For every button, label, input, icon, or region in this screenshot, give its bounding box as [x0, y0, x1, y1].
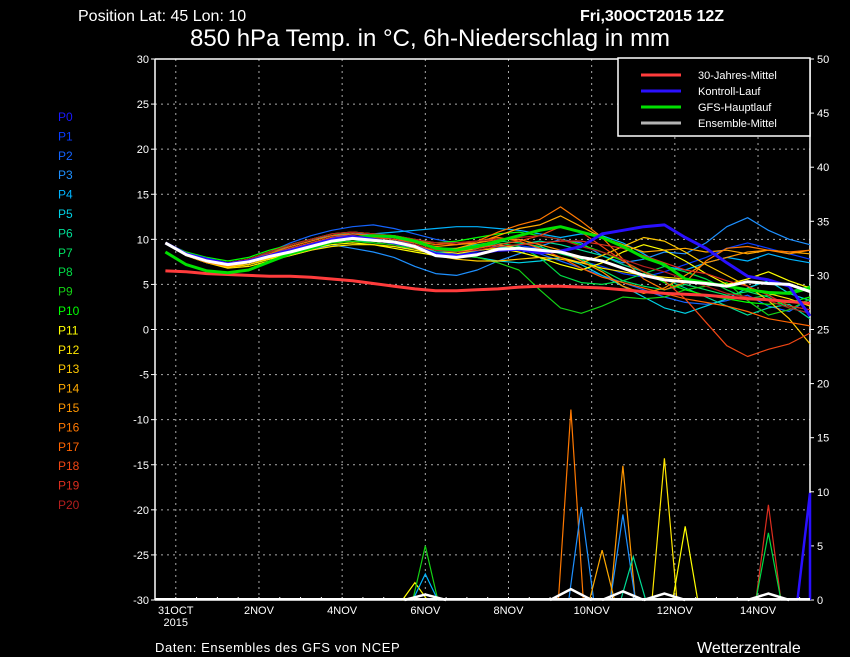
member-label: P6 [58, 226, 73, 240]
grid [155, 59, 810, 600]
member-label: P11 [58, 323, 79, 337]
run-time-label: Fri,30OCT2015 12Z [580, 8, 724, 25]
y-left-tick-label: 0 [143, 325, 149, 337]
y-right-tick-label: 35 [817, 216, 829, 228]
x-tick-label: 8NOV [494, 605, 525, 617]
y-left-tick-label: 15 [137, 189, 149, 201]
position-label: Position Lat: 45 Lon: 10 [78, 8, 246, 25]
member-label: P2 [58, 149, 73, 163]
member-labels: P0 P1 P2 P3 P4 P5 P6 P7 P8 P9 P10 P11 P12 P13 P14 P15 P1… [58, 110, 80, 512]
member-label: P13 [58, 362, 80, 376]
member-label: P18 [58, 459, 80, 473]
y-right-tick-label: 45 [817, 108, 829, 120]
axes: 302520151050-5-10-15-20-25-3050454035302… [133, 54, 829, 629]
precip-peak-P8 [755, 532, 782, 601]
y-left-tick-label: -20 [133, 505, 149, 517]
x-tick-label: 6NOV [410, 605, 441, 617]
legend-label: 30-Jahres-Mittel [698, 70, 777, 82]
member-label: P8 [58, 265, 73, 279]
member-label: P12 [58, 343, 80, 357]
y-left-tick-label: 30 [137, 54, 149, 66]
y-right-tick-label: 30 [817, 270, 829, 282]
member-line-P20 [165, 231, 811, 314]
precip-peak-P4 [412, 572, 439, 601]
member-label: P14 [58, 382, 80, 396]
precip-peak-ensemble_mean [643, 592, 686, 602]
member-label: P4 [58, 188, 73, 202]
x-tick-label: 12NOV [657, 605, 694, 617]
member-label: P9 [58, 285, 73, 299]
y-right-tick-label: 15 [817, 433, 829, 445]
y-left-tick-label: -25 [133, 550, 149, 562]
precip-peak-P9 [412, 545, 439, 601]
member-label: P15 [58, 401, 80, 415]
precip-peak-ensemble_mean [601, 589, 645, 602]
control-run-line [164, 223, 812, 317]
member-line-P17 [165, 233, 811, 327]
precip-peak-P6 [620, 554, 647, 601]
y-right-tick-label: 10 [817, 487, 829, 499]
footer-brand: Wetterzentrale [697, 640, 801, 657]
member-label: P10 [58, 304, 80, 318]
y-right-tick-label: 20 [817, 379, 829, 391]
precip-peak-P12 [651, 458, 678, 601]
precip-peak-P15 [609, 465, 636, 601]
precip-peak-P19 [755, 504, 782, 601]
legend-label: Ensemble-Mittel [698, 118, 777, 130]
y-right-tick-label: 50 [817, 54, 829, 66]
x-tick-label: 4NOV [327, 605, 358, 617]
legend: 30-Jahres-Mittel Kontroll-Lauf GFS-Hauptla… [617, 57, 811, 137]
x-tick-label-year: 2015 [164, 617, 188, 629]
y-left-tick-label: -30 [133, 595, 149, 607]
climate-mean-line [165, 269, 811, 305]
member-label: P0 [58, 110, 73, 124]
y-left-tick-label: 10 [137, 234, 149, 246]
x-tick-label: 14NOV [740, 605, 777, 617]
y-right-tick-label: 25 [817, 325, 829, 337]
y-left-tick-label: 25 [137, 99, 149, 111]
chart-title: 850 hPa Temp. in °C, 6h-Niederschlag in … [190, 25, 670, 52]
x-tick-label: 31OCT [158, 605, 194, 617]
y-left-tick-label: 5 [143, 279, 149, 291]
precip-peak-P16 [557, 409, 584, 601]
x-tick-label: 10NOV [574, 605, 611, 617]
y-left-tick-label: -5 [139, 370, 149, 382]
legend-label: Kontroll-Lauf [698, 86, 761, 98]
y-left-tick-label: -15 [133, 460, 149, 472]
member-label: P5 [58, 207, 73, 221]
x-tick-label: 2NOV [244, 605, 275, 617]
member-label: P17 [58, 440, 80, 454]
member-line-P11 [165, 242, 811, 289]
y-right-tick-label: 5 [817, 541, 823, 553]
y-left-tick-label: -10 [133, 415, 149, 427]
precip-peak-ensemble_mean [747, 592, 790, 602]
member-label: P1 [58, 129, 73, 143]
member-label: P20 [58, 498, 80, 512]
y-left-tick-label: 20 [137, 144, 149, 156]
temperature-series [164, 206, 812, 358]
y-right-tick-label: 40 [817, 162, 829, 174]
precip-peak-P11 [672, 526, 699, 601]
precip-peak-ensemble_mean [549, 587, 593, 602]
precipitation-series [155, 409, 812, 602]
precip-peak-P3 [609, 514, 636, 601]
precip-peak-control [796, 492, 812, 601]
member-label: P16 [58, 420, 80, 434]
precip-peak-P14 [589, 550, 616, 601]
footer-source: Daten: Ensembles des GFS von NCEP [155, 640, 400, 655]
member-label: P3 [58, 168, 73, 182]
y-right-tick-label: 0 [817, 595, 823, 607]
member-label: P7 [58, 246, 73, 260]
ensemble-mean-line [164, 236, 811, 294]
precip-peak-P3 [568, 506, 595, 601]
member-label: P19 [58, 479, 80, 493]
member-line-P19 [165, 236, 811, 311]
legend-label: GFS-Hauptlauf [698, 102, 772, 114]
